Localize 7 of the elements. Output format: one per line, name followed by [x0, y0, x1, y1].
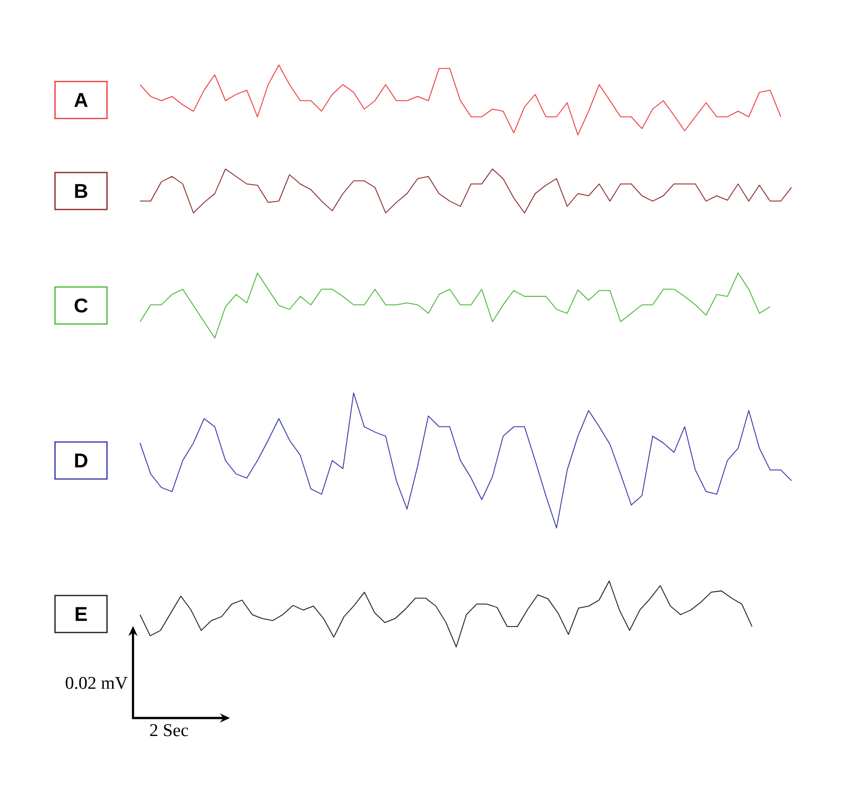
- text: E: [76, 607, 87, 621]
- text: 0.02 mV: [66, 676, 128, 690]
- text: A: [74, 93, 88, 107]
- text: 2 Sec: [150, 724, 188, 736]
- text: B: [75, 184, 88, 198]
- text: D: [75, 454, 88, 468]
- text: C: [74, 298, 88, 313]
